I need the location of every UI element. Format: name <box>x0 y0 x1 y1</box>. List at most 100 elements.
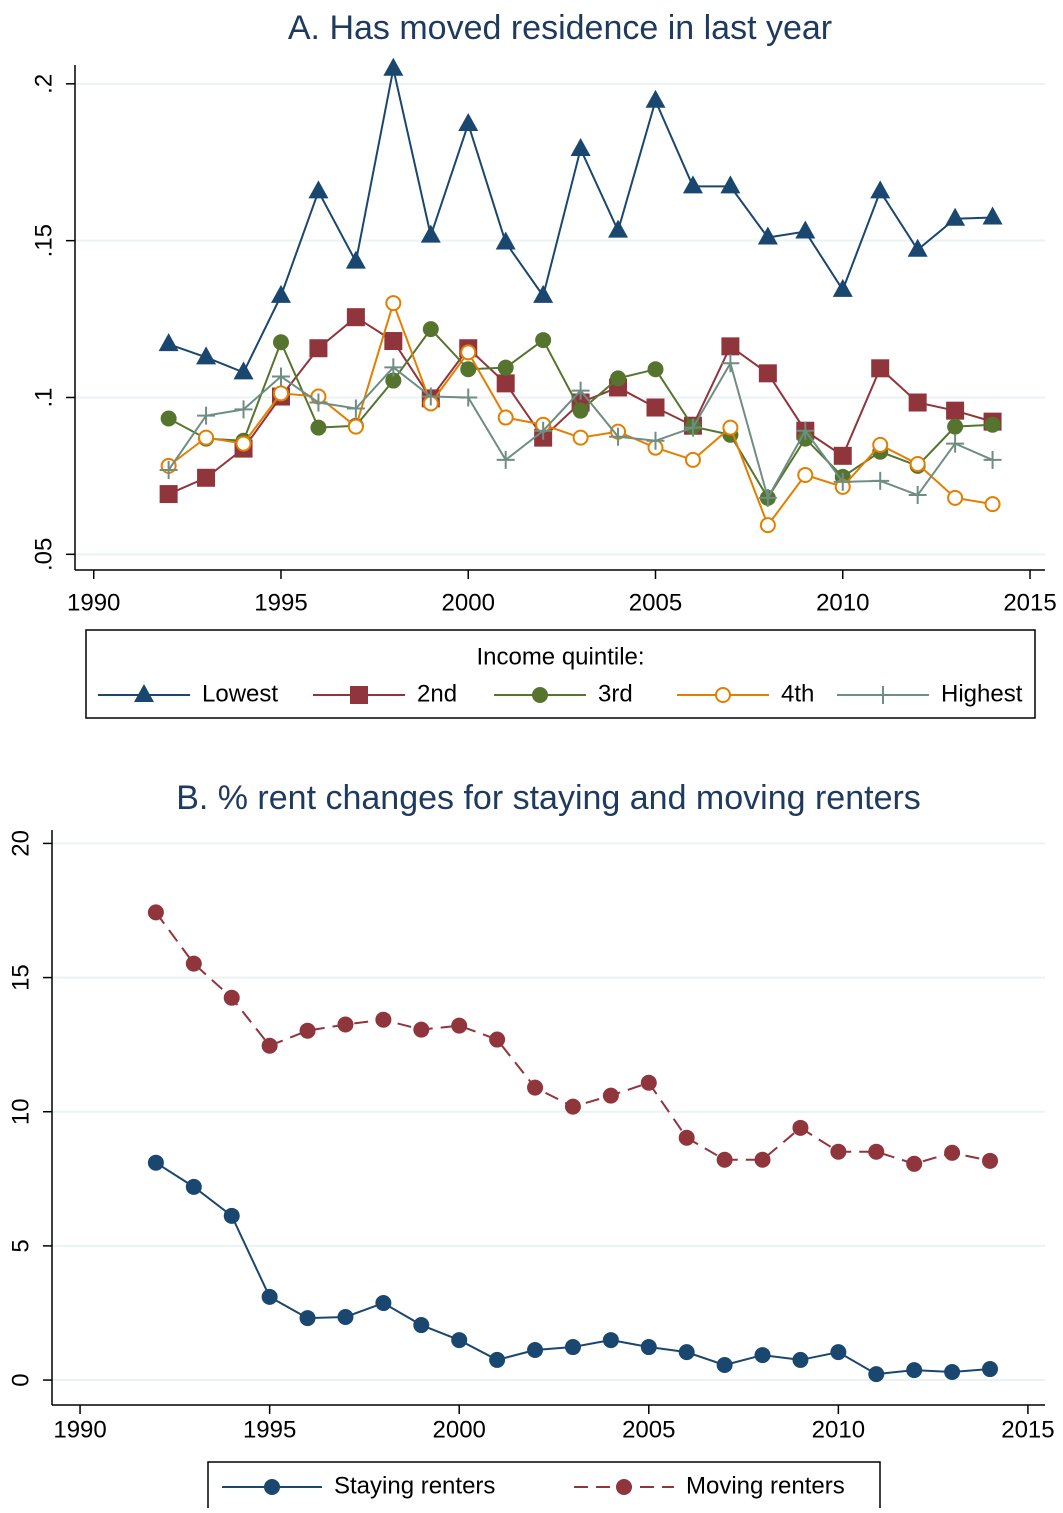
marker <box>384 358 403 377</box>
legend-label: Lowest <box>202 680 278 707</box>
marker <box>346 308 365 327</box>
legend-label: 2nd <box>417 680 457 707</box>
y-tick-label: 20 <box>7 830 34 857</box>
marker <box>375 1295 392 1312</box>
marker <box>310 419 327 436</box>
marker <box>906 1362 923 1379</box>
marker <box>797 466 814 483</box>
marker <box>947 489 964 506</box>
x-tick-label: 1995 <box>243 1416 296 1443</box>
marker <box>535 332 552 349</box>
marker <box>722 419 739 436</box>
marker <box>527 1079 544 1096</box>
marker <box>647 361 664 378</box>
marker <box>261 1288 278 1305</box>
marker <box>984 416 1001 433</box>
marker <box>754 1151 771 1168</box>
marker <box>716 1151 733 1168</box>
marker <box>272 334 289 351</box>
marker <box>983 450 1002 469</box>
marker <box>602 1332 619 1349</box>
legend-label: Moving renters <box>686 1472 845 1499</box>
x-tick-label: 2005 <box>622 1416 675 1443</box>
marker <box>682 175 703 194</box>
marker <box>830 1143 847 1160</box>
marker <box>196 346 217 365</box>
marker <box>460 344 477 361</box>
marker <box>832 278 853 297</box>
legend-marker <box>350 686 368 704</box>
marker <box>271 367 290 386</box>
marker <box>944 1144 961 1161</box>
marker <box>759 517 776 534</box>
marker <box>608 219 629 238</box>
marker <box>337 1308 354 1325</box>
y-tick-label: 15 <box>7 964 34 991</box>
marker <box>198 429 215 446</box>
legend-marker <box>616 1479 632 1495</box>
marker <box>945 207 966 226</box>
x-tick-label: 2000 <box>442 589 495 616</box>
marker <box>345 250 366 269</box>
marker <box>564 1339 581 1356</box>
marker <box>683 418 702 437</box>
marker <box>640 1339 657 1356</box>
marker <box>422 321 439 338</box>
marker <box>159 460 178 479</box>
marker <box>235 435 252 452</box>
marker <box>495 231 516 250</box>
marker <box>868 1143 885 1160</box>
marker <box>908 393 927 412</box>
marker <box>270 284 291 303</box>
x-tick-label: 2005 <box>629 589 682 616</box>
marker <box>309 339 328 358</box>
marker <box>527 1341 544 1358</box>
marker <box>868 1366 885 1383</box>
y-tick-label: .05 <box>30 538 57 571</box>
marker <box>872 436 889 453</box>
marker <box>758 488 777 507</box>
marker <box>610 370 627 387</box>
marker <box>185 1178 202 1195</box>
marker <box>678 1129 695 1146</box>
marker <box>185 955 202 972</box>
marker <box>907 238 928 257</box>
marker <box>602 1087 619 1104</box>
x-tick-label: 1990 <box>67 589 120 616</box>
marker <box>234 400 253 419</box>
legend-marker <box>715 687 731 703</box>
marker <box>572 429 589 446</box>
marker <box>299 1022 316 1039</box>
marker <box>347 418 364 435</box>
x-tick-label: 2015 <box>1003 589 1056 616</box>
marker <box>982 1152 999 1169</box>
marker <box>609 427 628 446</box>
marker <box>871 359 890 378</box>
marker <box>272 385 289 402</box>
x-tick-label: 2010 <box>812 1416 865 1443</box>
y-tick-label: 5 <box>7 1239 34 1252</box>
marker <box>197 468 216 487</box>
marker <box>533 284 554 303</box>
marker <box>833 472 852 491</box>
marker <box>906 1155 923 1172</box>
marker <box>982 206 1003 225</box>
legend-label: Highest <box>941 680 1023 707</box>
marker <box>223 989 240 1006</box>
marker <box>792 1351 809 1368</box>
marker <box>383 57 404 76</box>
marker <box>223 1207 240 1224</box>
marker <box>497 409 514 426</box>
marker <box>908 486 927 505</box>
marker <box>947 418 964 435</box>
legend-marker <box>264 1479 280 1495</box>
marker <box>197 406 216 425</box>
marker <box>678 1344 695 1361</box>
x-tick-label: 1990 <box>53 1416 106 1443</box>
marker <box>337 1016 354 1033</box>
marker <box>496 374 515 393</box>
marker <box>496 450 515 469</box>
chart-title: A. Has moved residence in last year <box>288 9 832 47</box>
legend-label: 4th <box>781 680 814 707</box>
